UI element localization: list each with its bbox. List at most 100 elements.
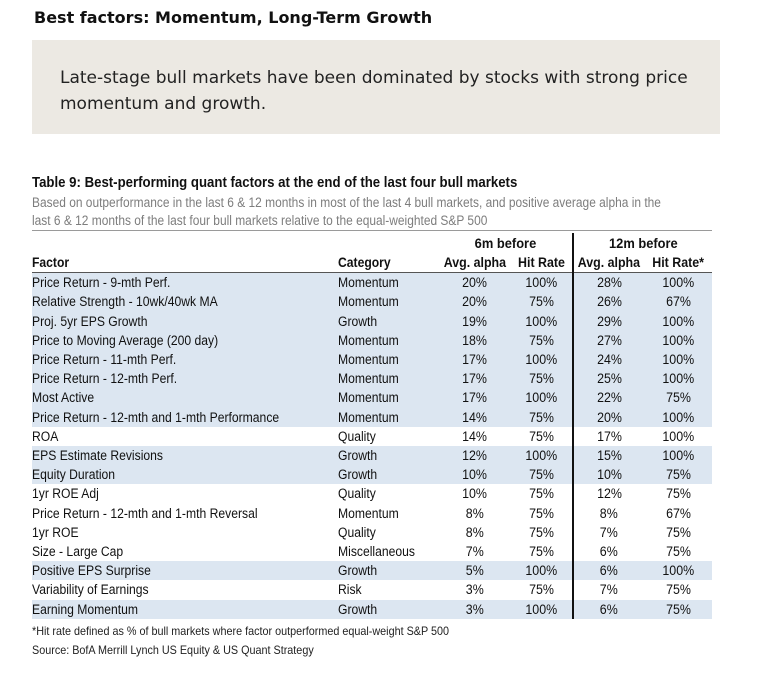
cell-factor: Variability of Earnings	[32, 582, 149, 598]
cell-6m-hit-rate: 75%	[511, 426, 575, 447]
cell-category: Momentum	[338, 272, 438, 293]
cell-factor: Price to Moving Average (200 day)	[32, 330, 338, 351]
cell-6m-hit-rate: 75%	[511, 465, 575, 485]
cell-6m-hit-rate: 100%	[511, 350, 575, 370]
source-note: Source: BofA Merrill Lynch US Equity & U…	[32, 643, 314, 657]
table-subtitle: Based on outperformance in the last 6 & …	[32, 194, 705, 230]
column-header-row: Factor Category Avg. alpha Hit Rate Avg.…	[32, 253, 713, 274]
cell-6m-hit-rate: 75%	[511, 522, 575, 543]
factor-table-container: 6m before 12m before Factor Category Avg…	[32, 233, 713, 619]
cell-category: Growth	[338, 311, 438, 331]
cell-12m-hit-rate: 100%	[644, 311, 713, 331]
table-row: Most Active Momentum 17% 100% 22% 75%	[32, 388, 713, 408]
cell-12m-alpha: 20%	[573, 407, 645, 427]
table-subtitle-line-2: last 6 & 12 months of the last four bull…	[32, 213, 488, 228]
cell-6m-hit-rate: 75%	[511, 292, 575, 312]
cell-factor: 1yr ROE	[32, 524, 79, 540]
cell-6m-alpha: 5%	[438, 561, 511, 581]
col-header-category: Category	[338, 253, 438, 274]
cell-6m-alpha: 10%	[462, 486, 487, 502]
cell-6m-hit-rate: 100%	[511, 599, 575, 619]
cell-12m-hit-rate: 75%	[665, 582, 691, 598]
cell-factor: Price Return - 12-mth and 1-mth Performa…	[32, 407, 338, 427]
table-row: Proj. 5yr EPS Growth Growth 19% 100% 29% 100%	[32, 311, 713, 331]
cell-category: Growth	[338, 446, 438, 466]
col-header-6m-alpha: Avg. alpha	[438, 253, 511, 274]
table-row: Equity Duration Growth 10% 75% 10% 75%	[32, 465, 713, 485]
cell-12m-alpha: 6%	[573, 599, 645, 619]
table-row: Price to Moving Average (200 day) Momentu…	[32, 330, 713, 351]
cell-12m-hit-rate: 100%	[644, 369, 713, 389]
cell-6m-alpha: 17%	[438, 350, 511, 370]
cell-factor: Relative Strength - 10wk/40wk MA	[32, 292, 338, 312]
cell-factor: Price Return - 12-mth Perf.	[32, 369, 338, 389]
cell-6m-hit-rate: 75%	[511, 503, 575, 523]
table-row: Relative Strength - 10wk/40wk MA Momentum…	[32, 292, 713, 312]
cell-category: Growth	[338, 599, 438, 619]
cell-6m-hit-rate: 75%	[511, 407, 575, 427]
group-spacer	[338, 233, 438, 253]
cell-factor: ROA	[32, 428, 59, 444]
table-row: EPS Estimate Revisions Growth 12% 100% 15% 10…	[32, 446, 713, 466]
table-subtitle-line-1: Based on outperformance in the last 6 & …	[32, 195, 661, 210]
cell-12m-hit-rate: 75%	[665, 544, 691, 560]
col-header-12m-alpha: Avg. alpha	[573, 253, 645, 274]
cell-category: Momentum	[338, 505, 399, 521]
cell-6m-hit-rate: 100%	[511, 446, 575, 466]
cell-12m-hit-rate: 75%	[644, 599, 713, 619]
cell-6m-hit-rate: 75%	[511, 369, 575, 389]
cell-6m-alpha: 20%	[438, 292, 511, 312]
cell-factor: EPS Estimate Revisions	[32, 446, 338, 466]
table-row: Positive EPS Surprise Growth 5% 100% 6% 100%	[32, 561, 713, 581]
subtitle-divider	[32, 230, 712, 231]
cell-12m-hit-rate: 100%	[644, 407, 713, 427]
cell-12m-hit-rate: 100%	[644, 272, 713, 293]
cell-category: Growth	[338, 561, 438, 581]
cell-12m-alpha: 15%	[573, 446, 645, 466]
cell-category: Quality	[338, 428, 376, 444]
cell-6m-alpha: 18%	[438, 330, 511, 351]
cell-factor: Earning Momentum	[32, 599, 338, 619]
cell-12m-hit-rate: 75%	[644, 465, 713, 485]
cell-12m-hit-rate: 100%	[644, 330, 713, 351]
cell-12m-alpha: 25%	[573, 369, 645, 389]
cell-category: Quality	[338, 486, 376, 502]
cell-12m-hit-rate: 100%	[644, 446, 713, 466]
cell-factor: 1yr ROE Adj	[32, 486, 99, 502]
footnote: *Hit rate defined as % of bull markets w…	[32, 624, 450, 638]
cell-6m-alpha: 17%	[438, 388, 511, 408]
cell-12m-hit-rate: 75%	[665, 524, 691, 540]
cell-6m-alpha: 8%	[465, 505, 484, 521]
cell-factor: Positive EPS Surprise	[32, 561, 338, 581]
cell-12m-alpha: 7%	[600, 582, 618, 598]
cell-category: Momentum	[338, 350, 438, 370]
table-row: 1yr ROE Adj Quality 10% 75% 12% 75%	[32, 484, 712, 504]
cell-6m-alpha: 3%	[465, 582, 484, 598]
col-header-factor: Factor	[32, 253, 338, 274]
cell-6m-alpha: 3%	[438, 599, 511, 619]
table-row: 1yr ROE Quality 8% 75% 7% 75%	[32, 522, 712, 543]
cell-category: Momentum	[338, 407, 438, 427]
cell-12m-alpha: 29%	[573, 311, 645, 331]
callout-text: Late-stage bull markets have been domina…	[60, 68, 688, 114]
cell-12m-hit-rate: 67%	[665, 505, 691, 521]
cell-category: Momentum	[338, 388, 438, 408]
cell-6m-alpha: 20%	[438, 272, 511, 293]
cell-factor: Price Return - 11-mth Perf.	[32, 350, 338, 370]
cell-category: Momentum	[338, 330, 438, 351]
cell-6m-hit-rate: 75%	[511, 542, 575, 562]
cell-category: Risk	[338, 582, 362, 598]
cell-6m-alpha: 7%	[465, 544, 484, 560]
cell-factor: Proj. 5yr EPS Growth	[32, 311, 338, 331]
group-spacer	[32, 233, 338, 253]
cell-12m-alpha: 12%	[596, 486, 622, 502]
table-row: Price Return - 12-mth and 1-mth Reversal…	[32, 503, 712, 523]
cell-12m-alpha: 28%	[573, 272, 645, 293]
cell-12m-hit-rate: 100%	[644, 350, 713, 370]
page-heading: Best factors: Momentum, Long-Term Growth	[34, 8, 433, 27]
table-row: Price Return - 12-mth Perf. Momentum 17% 75…	[32, 369, 713, 389]
cell-6m-hit-rate: 100%	[511, 388, 575, 408]
col-header-6m-hit-rate: Hit Rate	[511, 253, 575, 274]
cell-12m-alpha: 10%	[573, 465, 645, 485]
cell-12m-alpha: 17%	[596, 428, 622, 444]
